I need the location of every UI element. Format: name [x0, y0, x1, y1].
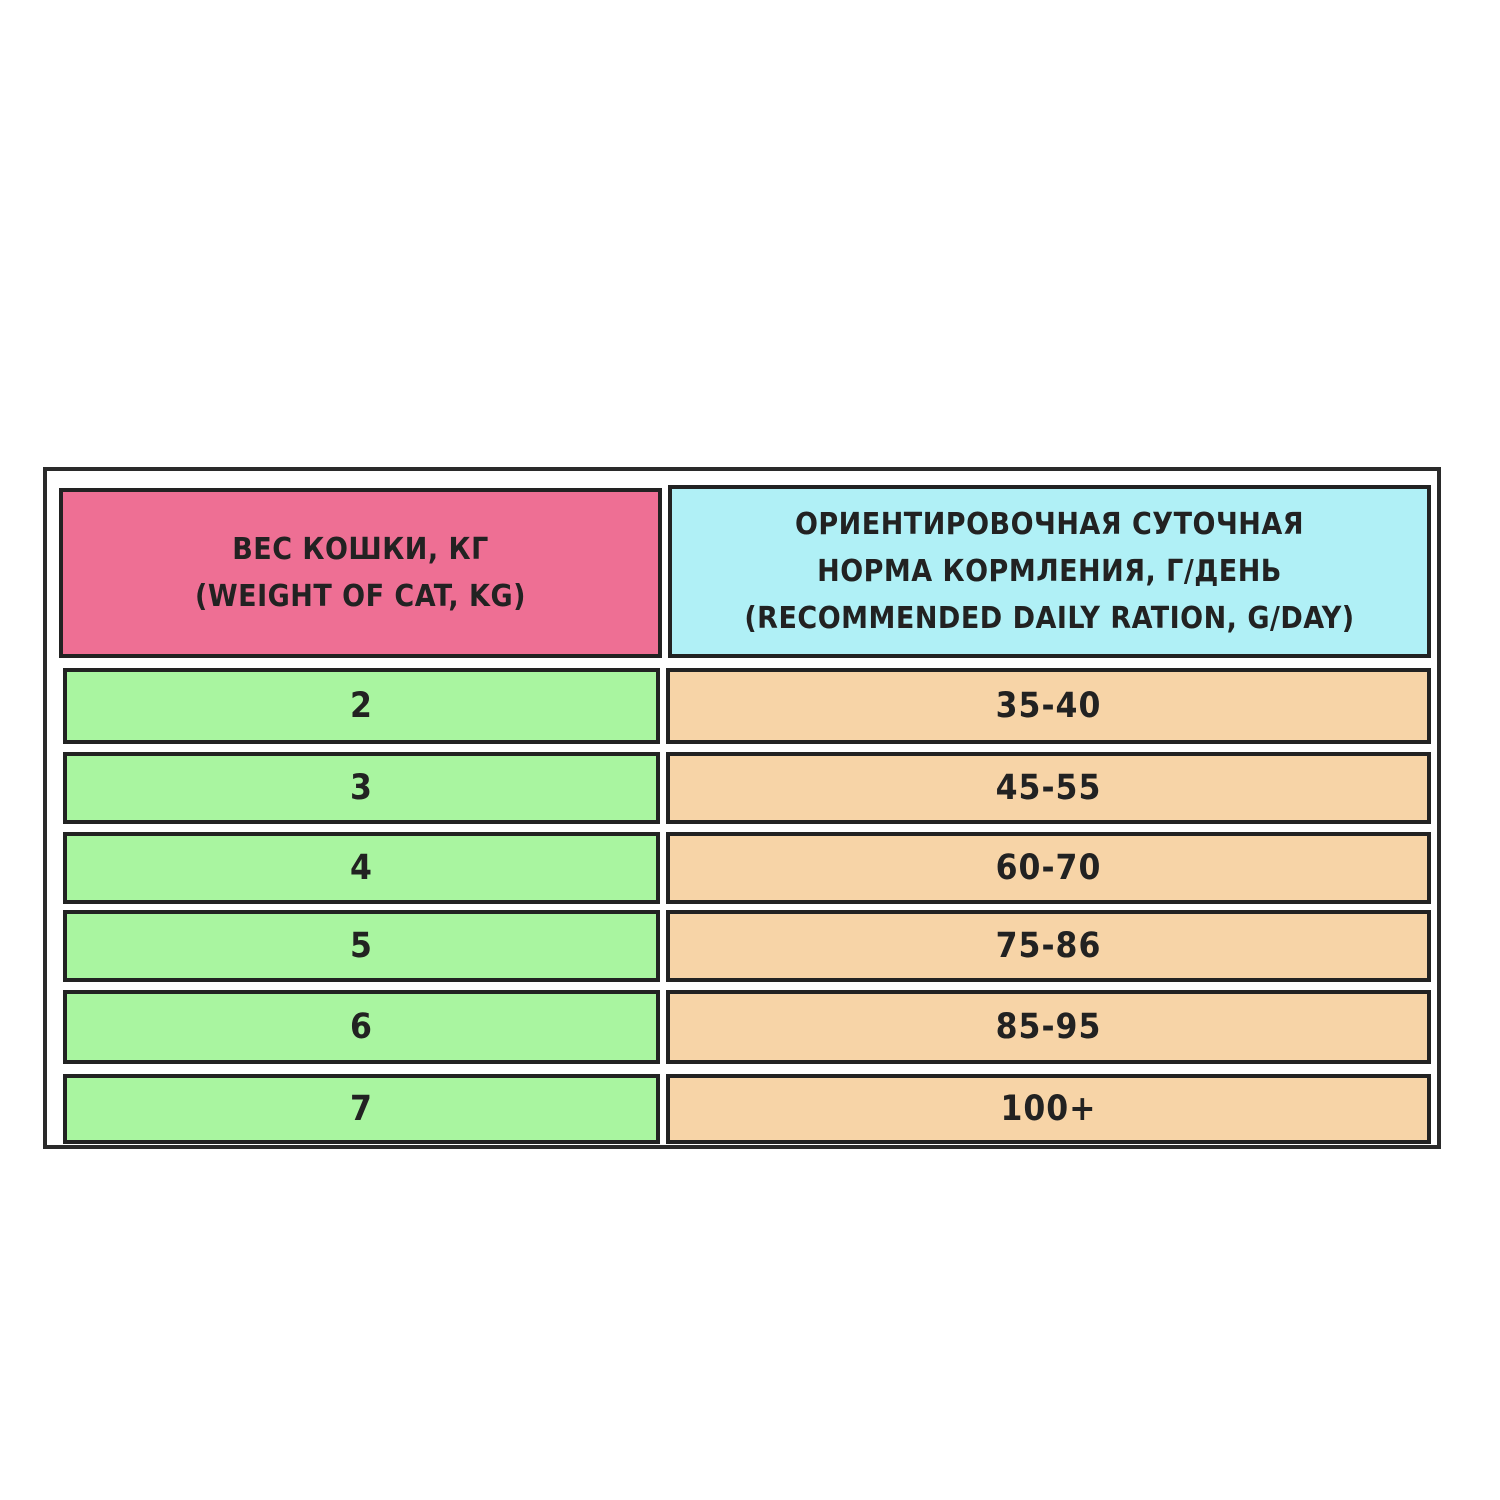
ration-value: 60-70 [995, 848, 1102, 888]
weight-cell: 5 [63, 910, 660, 982]
ration-value: 35-40 [995, 686, 1102, 726]
weight-value: 3 [350, 768, 373, 808]
weight-value: 4 [350, 848, 373, 888]
header-weight-en: (WEIGHT OF CAT, KG) [195, 579, 526, 614]
ration-value: 45-55 [995, 768, 1102, 808]
header-weight: ВЕС КОШКИ, КГ (WEIGHT OF CAT, KG) [59, 488, 662, 658]
weight-cell: 7 [63, 1074, 660, 1144]
weight-value: 6 [350, 1007, 373, 1047]
ration-cell: 35-40 [666, 668, 1431, 744]
ration-value: 100+ [1000, 1089, 1097, 1129]
weight-cell: 6 [63, 990, 660, 1064]
weight-value: 7 [350, 1089, 373, 1129]
weight-value: 2 [350, 686, 373, 726]
header-ration: ОРИЕНТИРОВОЧНАЯ СУТОЧНАЯ НОРМА КОРМЛЕНИЯ… [668, 485, 1431, 658]
ration-value: 75-86 [995, 926, 1102, 966]
weight-cell: 2 [63, 668, 660, 744]
header-ration-en: (RECOMMENDED DAILY RATION, G/DAY) [744, 601, 1355, 636]
weight-cell: 4 [63, 832, 660, 904]
header-ration-ru-1: ОРИЕНТИРОВОЧНАЯ СУТОЧНАЯ [794, 507, 1305, 542]
weight-value: 5 [350, 926, 373, 966]
weight-cell: 3 [63, 752, 660, 824]
ration-cell: 75-86 [666, 910, 1431, 982]
header-weight-ru: ВЕС КОШКИ, КГ [232, 532, 489, 567]
header-ration-ru-2: НОРМА КОРМЛЕНИЯ, Г/ДЕНЬ [817, 554, 1282, 589]
ration-cell: 85-95 [666, 990, 1431, 1064]
ration-value: 85-95 [995, 1007, 1102, 1047]
ration-cell: 100+ [666, 1074, 1431, 1144]
ration-cell: 45-55 [666, 752, 1431, 824]
ration-cell: 60-70 [666, 832, 1431, 904]
